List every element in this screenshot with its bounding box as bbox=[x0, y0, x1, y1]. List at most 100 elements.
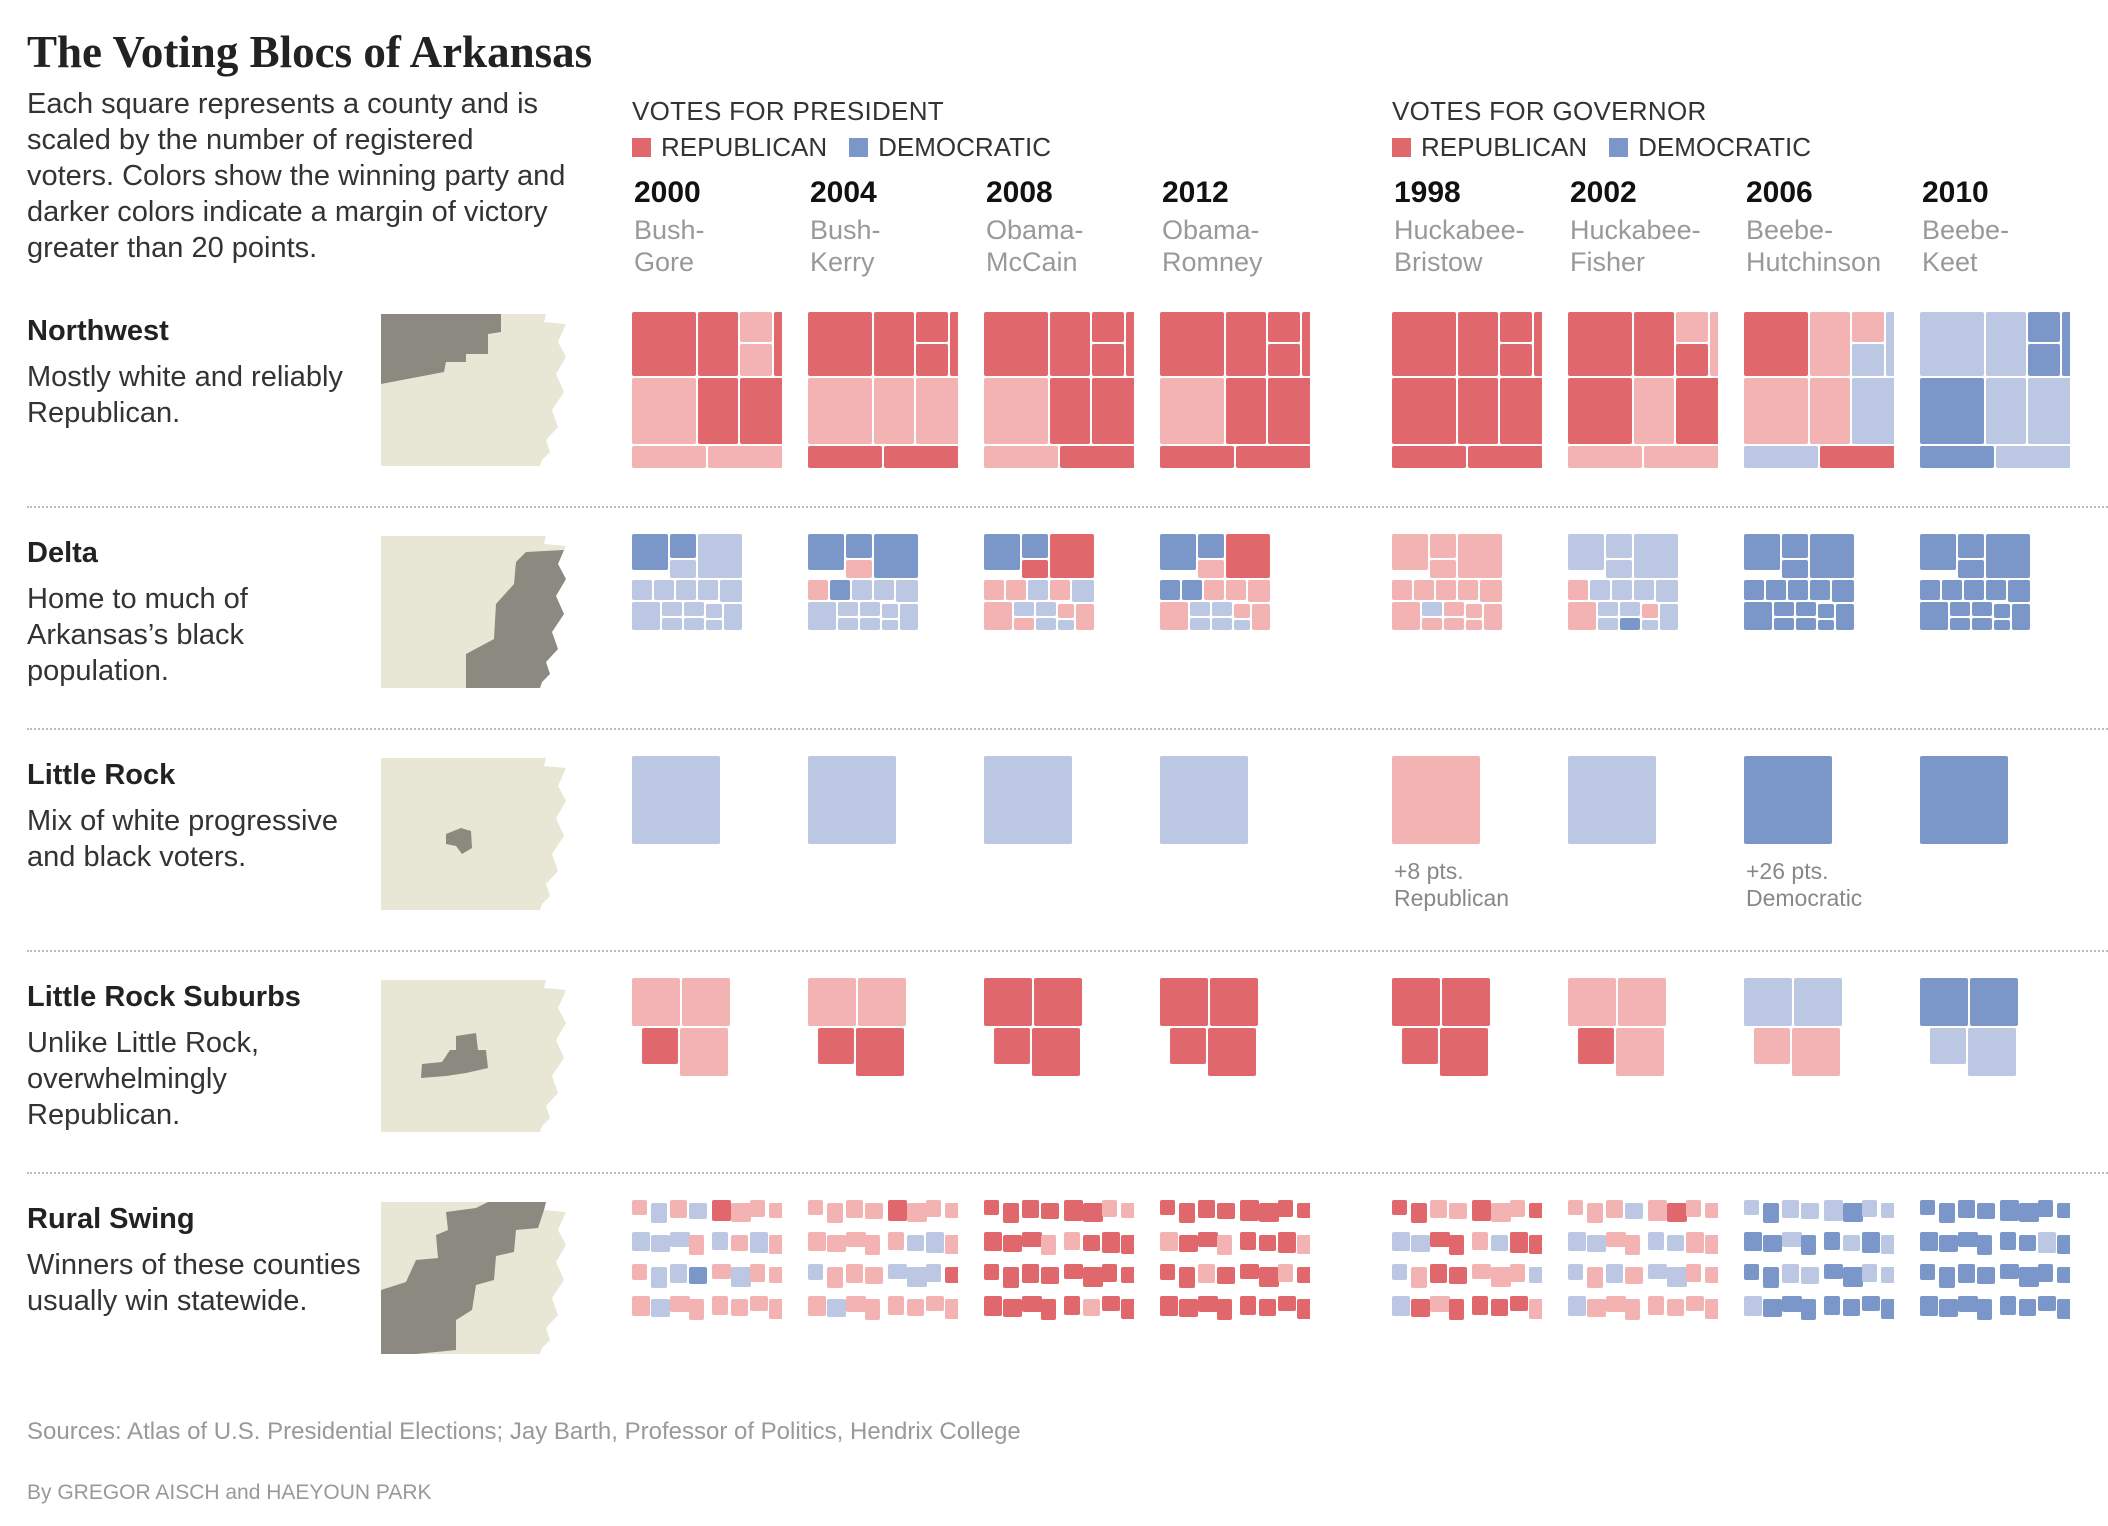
county-rep-strong bbox=[1198, 1200, 1215, 1218]
treemap-cell bbox=[1160, 756, 1248, 844]
county-rep-weak bbox=[1810, 312, 1850, 376]
county-rep-strong bbox=[1268, 344, 1300, 376]
county-rep-strong bbox=[1529, 1203, 1542, 1218]
county-rep-weak bbox=[916, 378, 958, 444]
county-dem-strong bbox=[1766, 580, 1786, 600]
county-dem-strong bbox=[1810, 534, 1854, 578]
county-dem-weak bbox=[632, 602, 660, 630]
county-rep-strong bbox=[1259, 1299, 1276, 1316]
county-rep-strong bbox=[1268, 378, 1310, 444]
county-rep-strong bbox=[1534, 312, 1542, 376]
county-rep-strong bbox=[1064, 1200, 1083, 1221]
county-rep-strong bbox=[1022, 1264, 1039, 1283]
county-dem-strong bbox=[1939, 1203, 1955, 1223]
county-rep-weak bbox=[689, 1299, 704, 1320]
county-rep-strong bbox=[1217, 1299, 1232, 1320]
county-rep-weak bbox=[1480, 580, 1502, 602]
county-dem-strong bbox=[1958, 534, 1984, 558]
treemap-cell bbox=[632, 1200, 782, 1320]
county-rep-strong bbox=[1500, 344, 1532, 376]
county-dem-weak bbox=[1986, 378, 2026, 444]
county-rep-weak bbox=[827, 1267, 843, 1288]
county-dem-weak bbox=[1606, 1264, 1623, 1283]
county-dem-strong bbox=[2019, 1299, 2036, 1316]
county-dem-weak bbox=[1862, 1264, 1877, 1282]
county-rep-strong bbox=[1411, 1203, 1427, 1223]
county-rep-strong bbox=[1022, 1232, 1042, 1247]
county-rep-strong bbox=[1179, 1235, 1198, 1252]
county-rep-strong bbox=[632, 312, 696, 376]
county-dem-weak bbox=[2028, 378, 2070, 444]
county-rep-weak bbox=[1686, 1296, 1704, 1311]
county-dem-weak bbox=[670, 560, 696, 578]
treemap-cell bbox=[1744, 312, 1894, 468]
county-rep-weak bbox=[731, 1203, 751, 1222]
county-dem-weak bbox=[1852, 344, 1884, 376]
county-rep-strong bbox=[1064, 1264, 1083, 1279]
county-rep-weak bbox=[1160, 602, 1188, 630]
county-rep-weak bbox=[632, 1296, 650, 1316]
democratic-swatch bbox=[849, 138, 869, 157]
county-rep-strong bbox=[1041, 1299, 1056, 1320]
county-dem-strong bbox=[874, 534, 918, 578]
treemap-cell bbox=[632, 978, 730, 1076]
county-rep-strong bbox=[1568, 312, 1632, 376]
treemap-cell bbox=[1568, 978, 1666, 1076]
county-rep-strong bbox=[1297, 1299, 1310, 1319]
county-rep-strong bbox=[1022, 560, 1048, 578]
column-year: 2004 bbox=[810, 176, 877, 209]
county-dem-weak bbox=[1058, 620, 1074, 630]
county-rep-strong bbox=[1392, 312, 1456, 376]
county-rep-strong bbox=[1003, 1267, 1019, 1288]
county-dem-strong bbox=[1920, 1200, 1935, 1215]
county-rep-weak bbox=[769, 1299, 782, 1319]
county-rep-strong bbox=[1500, 378, 1542, 444]
county-rep-weak bbox=[945, 1235, 958, 1254]
county-dem-weak bbox=[1794, 978, 1842, 1026]
legend-republican-label: REPUBLICAN bbox=[1421, 132, 1588, 162]
county-rep-strong bbox=[1468, 446, 1542, 468]
county-rep-strong bbox=[808, 446, 882, 468]
treemap-cell bbox=[1160, 1200, 1310, 1320]
county-rep-weak bbox=[846, 560, 872, 578]
county-dem-weak bbox=[1782, 1232, 1802, 1247]
county-rep-weak bbox=[1392, 534, 1428, 570]
county-dem-weak bbox=[1190, 602, 1210, 616]
treemap-cell bbox=[1392, 312, 1542, 468]
county-dem-strong bbox=[1182, 580, 1202, 600]
county-rep-weak bbox=[712, 1264, 731, 1279]
county-dem-strong bbox=[1160, 534, 1196, 570]
county-dem-strong bbox=[984, 534, 1020, 570]
county-rep-strong bbox=[984, 1200, 999, 1215]
county-rep-weak bbox=[1568, 1200, 1583, 1215]
region-description: Mostly white and reliably Republican. bbox=[27, 361, 343, 429]
county-rep-weak bbox=[1198, 1264, 1215, 1283]
county-dem-strong bbox=[1782, 534, 1808, 558]
county-dem-weak bbox=[2038, 1232, 2056, 1253]
county-dem-weak bbox=[712, 1232, 728, 1250]
county-dem-strong bbox=[1801, 1235, 1816, 1255]
county-rep-strong bbox=[1179, 1203, 1195, 1223]
treemap-cell bbox=[632, 312, 782, 468]
county-rep-weak bbox=[632, 446, 706, 468]
county-rep-weak bbox=[680, 1028, 728, 1076]
county-rep-weak bbox=[1430, 534, 1456, 558]
county-rep-weak bbox=[1705, 1235, 1718, 1254]
county-dem-strong bbox=[1763, 1299, 1782, 1317]
county-rep-weak bbox=[1392, 756, 1480, 844]
county-rep-strong bbox=[1568, 378, 1632, 444]
county-dem-weak bbox=[1212, 618, 1232, 630]
county-dem-weak bbox=[1411, 1235, 1430, 1252]
county-dem-strong bbox=[1994, 620, 2010, 630]
county-rep-strong bbox=[1041, 1267, 1059, 1284]
county-rep-strong bbox=[1676, 344, 1708, 376]
county-rep-weak bbox=[1606, 1296, 1626, 1312]
county-rep-strong bbox=[1578, 1028, 1614, 1064]
county-rep-weak bbox=[1710, 312, 1718, 376]
county-rep-weak bbox=[1252, 604, 1270, 630]
county-rep-strong bbox=[1226, 312, 1266, 376]
county-rep-weak bbox=[740, 312, 772, 342]
treemap-cell bbox=[1568, 312, 1718, 468]
county-dem-strong bbox=[830, 580, 850, 600]
county-dem-strong bbox=[1972, 602, 1992, 616]
